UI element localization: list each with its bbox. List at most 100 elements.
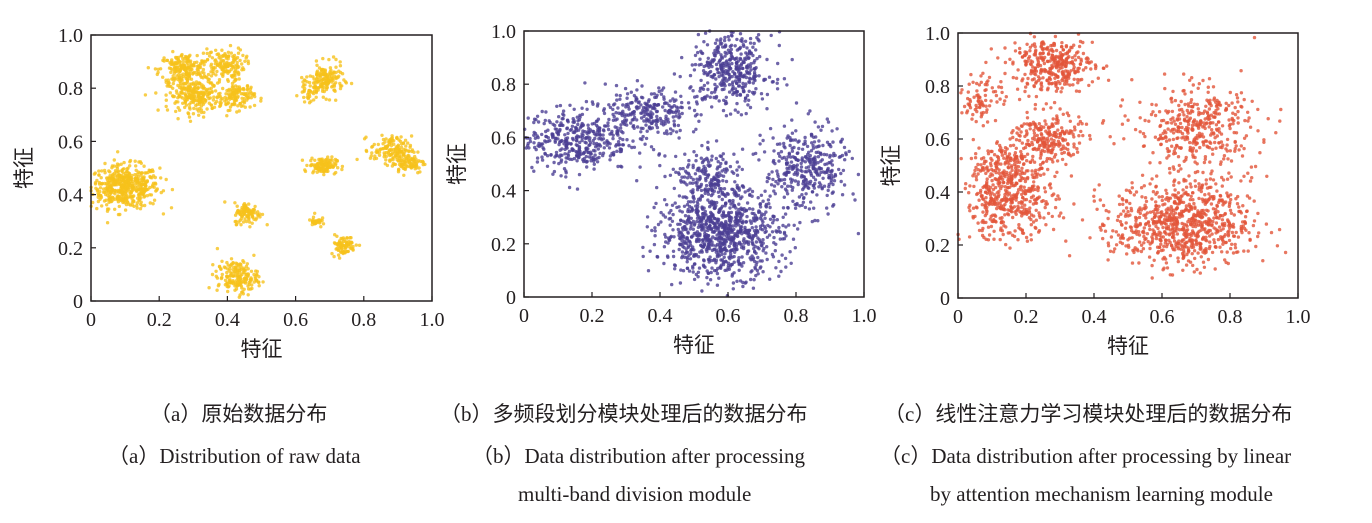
data-point [817,181,822,185]
data-point [202,110,206,115]
data-point [782,155,786,160]
data-point [230,102,234,107]
data-point [561,109,566,113]
data-point [764,202,769,207]
data-point [100,181,105,186]
data-point [225,281,229,285]
data-point [592,141,596,146]
data-point [179,95,183,99]
data-point [146,170,150,175]
data-point [730,34,734,38]
data-point [411,164,415,169]
data-point [654,123,658,127]
data-point [242,280,246,284]
data-point [192,60,197,65]
data-point [553,127,557,131]
data-point [746,240,751,244]
data-point [533,145,537,150]
data-point [763,189,767,193]
data-point [816,125,821,129]
data-point [413,167,417,171]
data-point [673,201,677,205]
data-point [733,87,738,91]
data-point [1034,208,1038,212]
data-point [128,158,133,163]
data-point [999,220,1003,225]
data-point [679,178,683,183]
data-point [729,43,734,47]
data-point [732,191,736,195]
data-point [737,268,741,272]
data-point [746,188,750,193]
data-point [340,72,345,76]
data-point [967,205,971,210]
data-point [317,66,322,70]
data-point [314,59,319,63]
data-point [710,266,714,270]
data-point [657,86,661,90]
x-tick-label: 0.8 [351,309,376,331]
data-point [620,113,624,118]
x-tick-label: 0 [519,305,529,327]
data-point [1064,239,1068,243]
data-point [737,256,741,260]
data-point [153,67,158,71]
data-point [702,258,706,262]
data-point [206,72,211,77]
data-point [745,46,749,50]
data-point [784,161,789,165]
data-point [722,233,726,237]
y-tick-label: 0.2 [491,234,516,256]
data-point [653,107,657,111]
data-point [334,98,338,102]
data-point [677,205,681,209]
data-point [731,70,735,74]
data-point [635,179,639,183]
data-point [652,205,656,210]
data-point [96,191,100,195]
data-point [656,222,661,227]
data-point [125,169,129,174]
data-point [319,161,323,165]
data-point [1057,214,1062,218]
data-point [842,145,847,150]
data-point [407,149,411,153]
data-point [233,288,237,292]
data-point [776,61,780,66]
data-point [784,225,788,229]
data-point [696,275,700,279]
data-point [117,204,122,209]
data-point [721,152,725,156]
data-point [135,203,139,208]
data-point [125,173,129,178]
data-point [307,80,312,85]
data-point [336,253,341,257]
data-point [135,201,139,205]
data-point [635,88,639,92]
data-point [308,74,312,78]
data-point [209,62,214,66]
data-point [671,167,675,171]
data-point [563,152,567,156]
data-point [782,77,787,81]
data-point [387,148,392,152]
data-point [800,147,805,151]
data-point [544,134,548,139]
data-point [790,167,794,171]
data-point [227,269,231,273]
data-point [206,77,210,81]
data-point [785,189,789,193]
data-point [301,80,305,84]
data-point [750,237,754,241]
data-point [306,96,310,101]
data-point [202,74,207,78]
data-point [639,130,643,134]
data-point [1053,205,1058,210]
data-point [748,105,753,110]
data-point [315,220,319,225]
data-point [817,185,821,189]
data-point [707,62,712,66]
data-point [1029,195,1034,200]
data-point [740,147,745,151]
data-point [742,44,746,48]
